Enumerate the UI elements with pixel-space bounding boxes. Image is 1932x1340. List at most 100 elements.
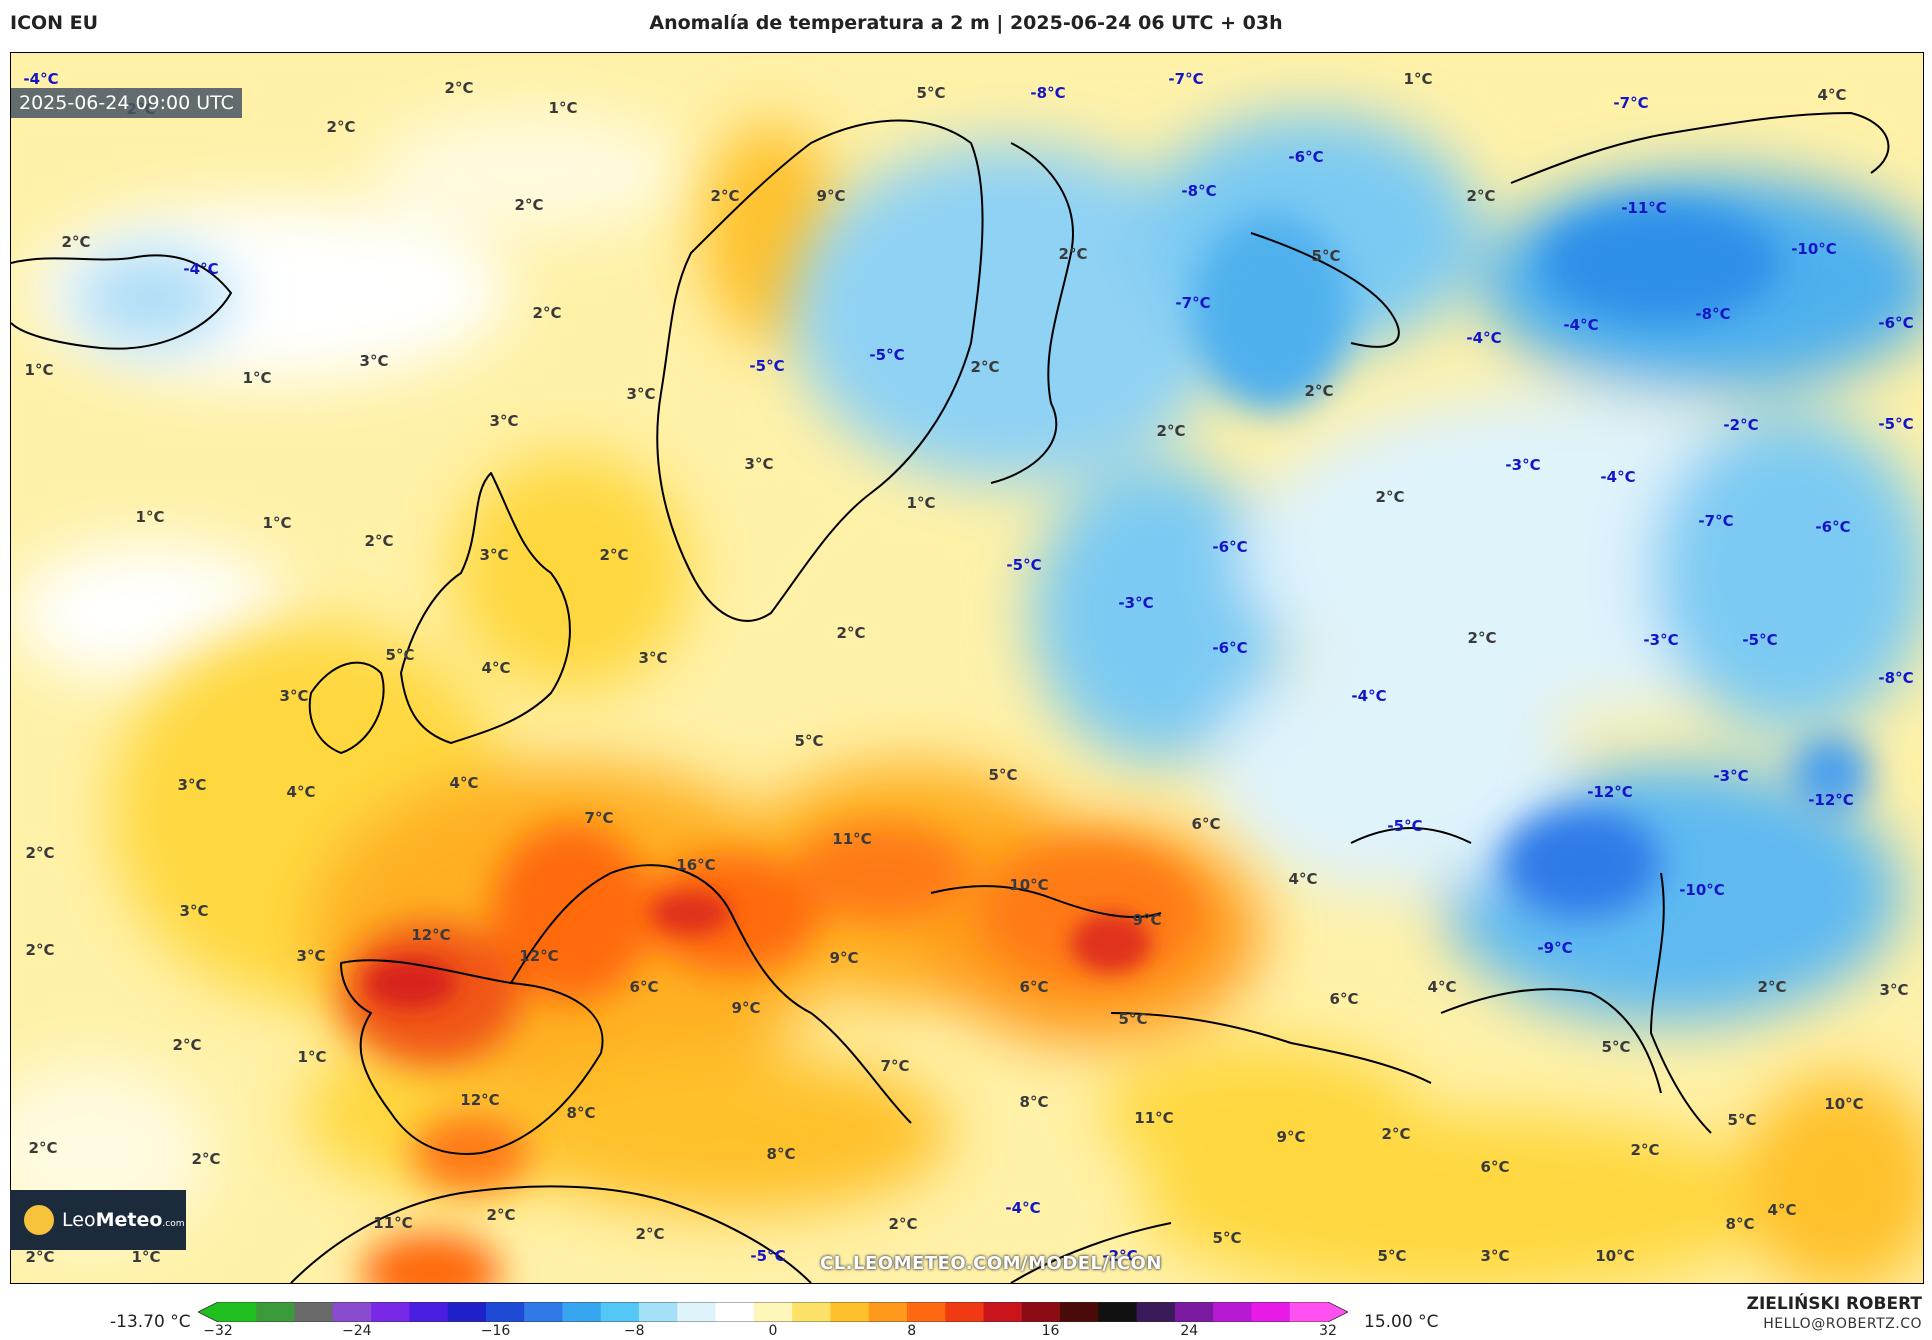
temperature-label: 11°C bbox=[832, 830, 872, 848]
legend-swatch bbox=[218, 1302, 257, 1322]
temperature-label: 7°C bbox=[584, 809, 614, 827]
legend-tick-label: −8 bbox=[623, 1323, 645, 1339]
legend-swatch bbox=[371, 1302, 410, 1322]
temperature-label: 5°C bbox=[1377, 1247, 1407, 1265]
temperature-label: 2°C bbox=[486, 1206, 516, 1224]
temperature-label: 1°C bbox=[135, 508, 165, 526]
temperature-label: 10°C bbox=[1009, 876, 1049, 894]
author-email[interactable]: HELLO@ROBERTZ.CO bbox=[1763, 1316, 1922, 1332]
legend-swatch bbox=[792, 1302, 831, 1322]
temperature-label: -8°C bbox=[1181, 182, 1217, 200]
temperature-label: 3°C bbox=[479, 546, 509, 564]
temperature-label: 2°C bbox=[172, 1036, 202, 1054]
temperature-label: -7°C bbox=[1613, 94, 1649, 112]
temperature-label: -7°C bbox=[1698, 512, 1734, 530]
legend-swatch bbox=[256, 1302, 296, 1322]
temperature-label: -10°C bbox=[1679, 881, 1725, 899]
logo-text: LeoMeteo.com bbox=[62, 1209, 185, 1231]
temperature-label: 4°C bbox=[1288, 870, 1318, 888]
temperature-label: 1°C bbox=[242, 369, 272, 387]
temperature-label: -10°C bbox=[1791, 240, 1837, 258]
legend-tick-label: −16 bbox=[480, 1323, 511, 1339]
temperature-label: -3°C bbox=[1643, 631, 1679, 649]
legend-swatch bbox=[1060, 1302, 1099, 1322]
temperature-label: 5°C bbox=[1601, 1038, 1631, 1056]
temperature-label: 7°C bbox=[880, 1057, 910, 1075]
author-name: ZIELIŃSKI ROBERT bbox=[1746, 1294, 1922, 1314]
legend-swatch bbox=[409, 1302, 449, 1322]
temperature-label: -5°C bbox=[1742, 631, 1778, 649]
temperature-label: 2°C bbox=[364, 532, 394, 550]
temperature-label: 5°C bbox=[1118, 1010, 1148, 1028]
legend-arrow-left bbox=[198, 1302, 218, 1322]
legend-swatch bbox=[677, 1302, 717, 1322]
temperature-label: 2°C bbox=[25, 844, 55, 862]
temperature-label: -5°C bbox=[869, 346, 905, 364]
legend-swatch bbox=[868, 1302, 908, 1322]
temperature-label: 10°C bbox=[1824, 1095, 1864, 1113]
legend-swatch bbox=[562, 1302, 602, 1322]
temperature-label: 2°C bbox=[1757, 978, 1787, 996]
temperature-label: 2°C bbox=[326, 118, 356, 136]
legend-min-value: -13.70 °C bbox=[110, 1312, 191, 1332]
temperature-label: 5°C bbox=[1311, 247, 1341, 265]
temperature-label: 9°C bbox=[829, 949, 859, 967]
temperature-label: 5°C bbox=[1212, 1229, 1242, 1247]
source-watermark: CL.LEOMETEO.COM/MODEL/ICON bbox=[820, 1253, 1162, 1274]
temperature-label: 12°C bbox=[460, 1091, 500, 1109]
temperature-label: -4°C bbox=[1600, 468, 1636, 486]
temperature-label: -3°C bbox=[1713, 767, 1749, 785]
temperature-label: 11°C bbox=[1134, 1109, 1174, 1127]
temperature-label: 2°C bbox=[1467, 629, 1497, 647]
temperature-label: 2°C bbox=[888, 1215, 918, 1233]
temperature-label: 8°C bbox=[566, 1104, 596, 1122]
temperature-label: -4°C bbox=[23, 70, 59, 88]
temperature-label: -8°C bbox=[1030, 84, 1066, 102]
temperature-label: 2°C bbox=[1381, 1125, 1411, 1143]
color-legend: -13.70 °C −32 −24 −16 −8 0 8 16 24 32 15.00 °C Z… bbox=[0, 1290, 1932, 1340]
temperature-label: -12°C bbox=[1587, 783, 1633, 801]
legend-colorbar bbox=[198, 1302, 1348, 1322]
temperature-label: -8°C bbox=[1878, 669, 1914, 687]
temperature-label: 2°C bbox=[599, 546, 629, 564]
legend-swatch bbox=[983, 1302, 1023, 1322]
temperature-label: 16°C bbox=[676, 856, 716, 874]
temperature-label: 9°C bbox=[816, 187, 846, 205]
temperature-label: 1°C bbox=[262, 514, 292, 532]
temperature-label: 4°C bbox=[1427, 978, 1457, 996]
temperature-label: 3°C bbox=[1480, 1247, 1510, 1265]
temperature-label: 5°C bbox=[794, 732, 824, 750]
temperature-label: 12°C bbox=[519, 947, 559, 965]
temperature-label: 2°C bbox=[1375, 488, 1405, 506]
leometeo-logo[interactable]: LeoMeteo.com bbox=[10, 1190, 186, 1250]
temperature-label: -7°C bbox=[1175, 294, 1211, 312]
legend-tick-label: 24 bbox=[1180, 1323, 1199, 1339]
temperature-label: 6°C bbox=[1019, 978, 1049, 996]
legend-max-value: 15.00 °C bbox=[1364, 1312, 1439, 1332]
temperature-label: 2°C bbox=[25, 941, 55, 959]
legend-swatch bbox=[1174, 1302, 1214, 1322]
temperature-label: 2°C bbox=[1304, 382, 1334, 400]
temperature-label: 1°C bbox=[24, 361, 54, 379]
legend-swatch bbox=[1098, 1302, 1138, 1322]
map-title: Anomalía de temperatura a 2 m | 2025-06-… bbox=[649, 12, 1283, 34]
temperature-label: -3°C bbox=[1118, 594, 1154, 612]
legend-swatch bbox=[1136, 1302, 1176, 1322]
legend-swatch bbox=[1251, 1302, 1291, 1322]
temperature-label: 3°C bbox=[359, 352, 389, 370]
temperature-label: 6°C bbox=[1329, 990, 1359, 1008]
temperature-label: 3°C bbox=[744, 455, 774, 473]
temperature-label: 3°C bbox=[489, 412, 519, 430]
temperature-label: -2°C bbox=[1723, 416, 1759, 434]
temperature-label: 6°C bbox=[629, 978, 659, 996]
temperature-label: 2°C bbox=[532, 304, 562, 322]
legend-arrow-right bbox=[1328, 1302, 1348, 1322]
temperature-label: 1°C bbox=[1403, 70, 1433, 88]
temperature-label: 5°C bbox=[1727, 1111, 1757, 1129]
legend-swatch bbox=[1213, 1302, 1252, 1322]
temperature-label: -5°C bbox=[750, 1247, 786, 1265]
temperature-label: 2°C bbox=[191, 1150, 221, 1168]
temperature-label: 4°C bbox=[481, 659, 511, 677]
temperature-label: -2°C bbox=[1102, 1247, 1138, 1265]
legend-swatch bbox=[753, 1302, 793, 1322]
